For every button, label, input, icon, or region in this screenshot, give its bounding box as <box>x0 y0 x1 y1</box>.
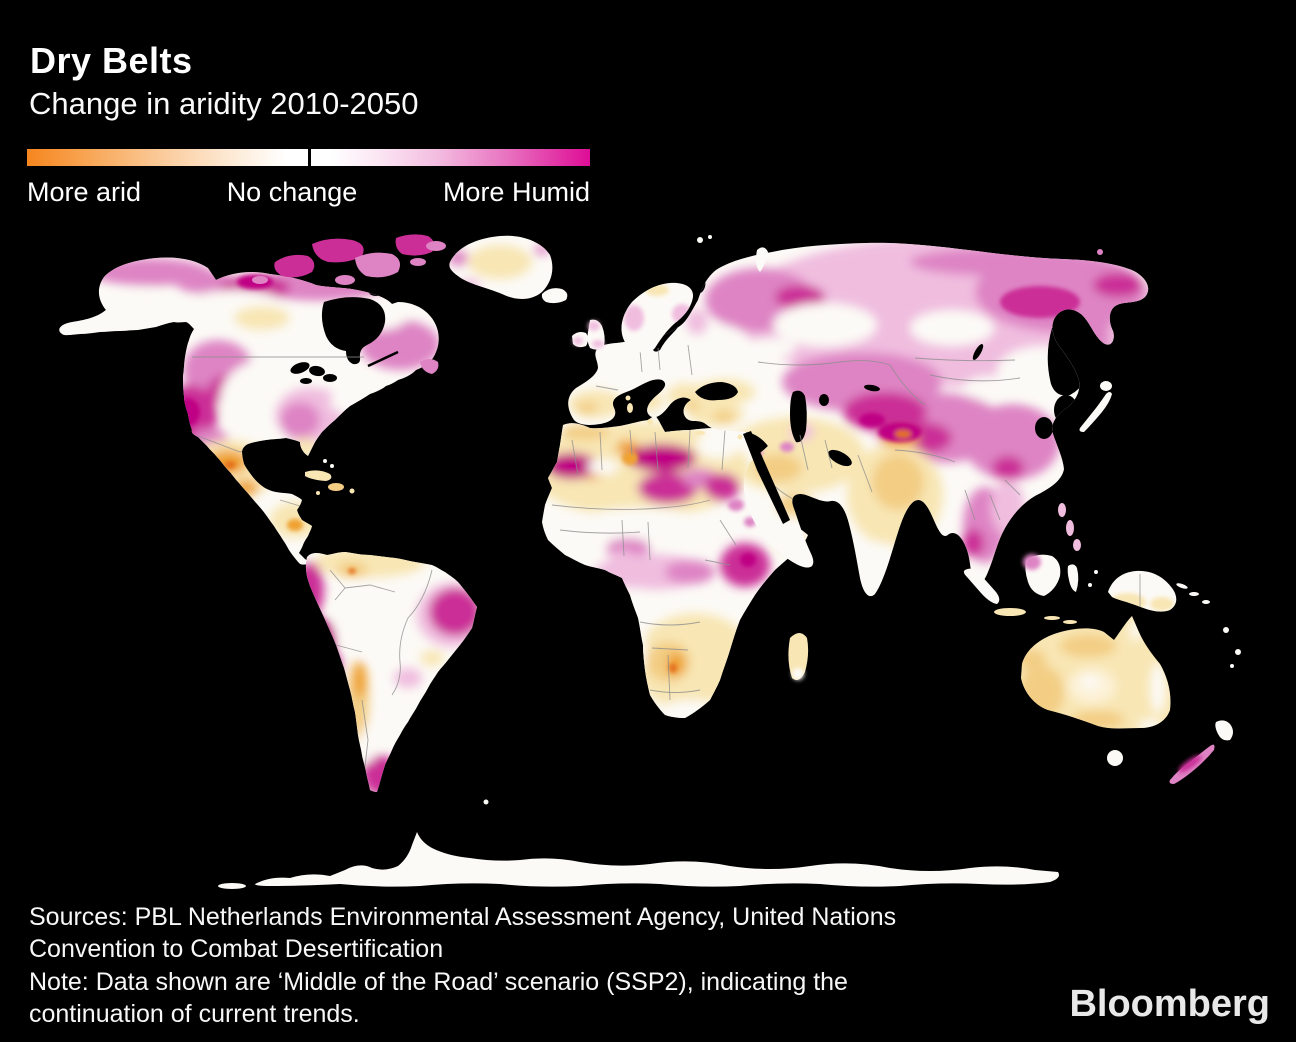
legend-label-no-change: No change <box>226 177 358 207</box>
region-southeast-asia-islands <box>963 481 1098 624</box>
arctic-russian-islands <box>697 235 1103 272</box>
bloomberg-logo: Bloomberg <box>1069 983 1270 1025</box>
landmass-sulawesi <box>1067 564 1079 592</box>
region-antarctica <box>218 799 1059 889</box>
landmass-nz-north-island <box>1215 720 1233 741</box>
landmass-iceland <box>541 288 568 304</box>
region-mediterranean-islands <box>625 395 743 440</box>
region-eurasia <box>568 242 1149 597</box>
landmass-cuba <box>305 470 332 481</box>
aridity-gradient-bar <box>27 148 590 167</box>
legend-label-more-arid: More arid <box>27 177 142 207</box>
landmass-japan <box>1079 392 1112 432</box>
red-sea <box>743 431 790 524</box>
sources-text: Sources: PBL Netherlands Environmental A… <box>29 903 897 964</box>
region-japan <box>1079 381 1112 432</box>
source-note: Sources: PBL Netherlands Environmental A… <box>29 901 941 1030</box>
world-aridity-map <box>0 230 1296 890</box>
region-iceland <box>541 288 568 304</box>
region-africa <box>542 415 808 718</box>
landmass-java <box>994 608 1026 616</box>
landmass-madagascar <box>788 633 809 680</box>
gradient-midpoint-tick <box>307 148 311 167</box>
region-british-isles <box>572 319 605 350</box>
region-caribbean <box>305 459 355 495</box>
page-title: Dry Belts <box>30 40 193 81</box>
landmass-sumatra <box>963 568 1000 604</box>
landmass-antarctica <box>255 832 1059 887</box>
landmass-hispaniola <box>328 483 344 491</box>
gradient-legend-labels: More arid No change More Humid <box>27 177 590 208</box>
legend-label-more-humid: More Humid <box>442 177 590 207</box>
page-subtitle: Change in aridity 2010-2050 <box>29 86 419 121</box>
region-new-zealand <box>1169 720 1233 784</box>
note-text: Note: Data shown are ‘Middle of the Road… <box>29 967 848 1028</box>
arctic-islands <box>252 234 446 285</box>
region-madagascar <box>788 633 809 680</box>
region-north-america <box>59 234 446 565</box>
landmass-tasmania <box>1107 750 1123 766</box>
